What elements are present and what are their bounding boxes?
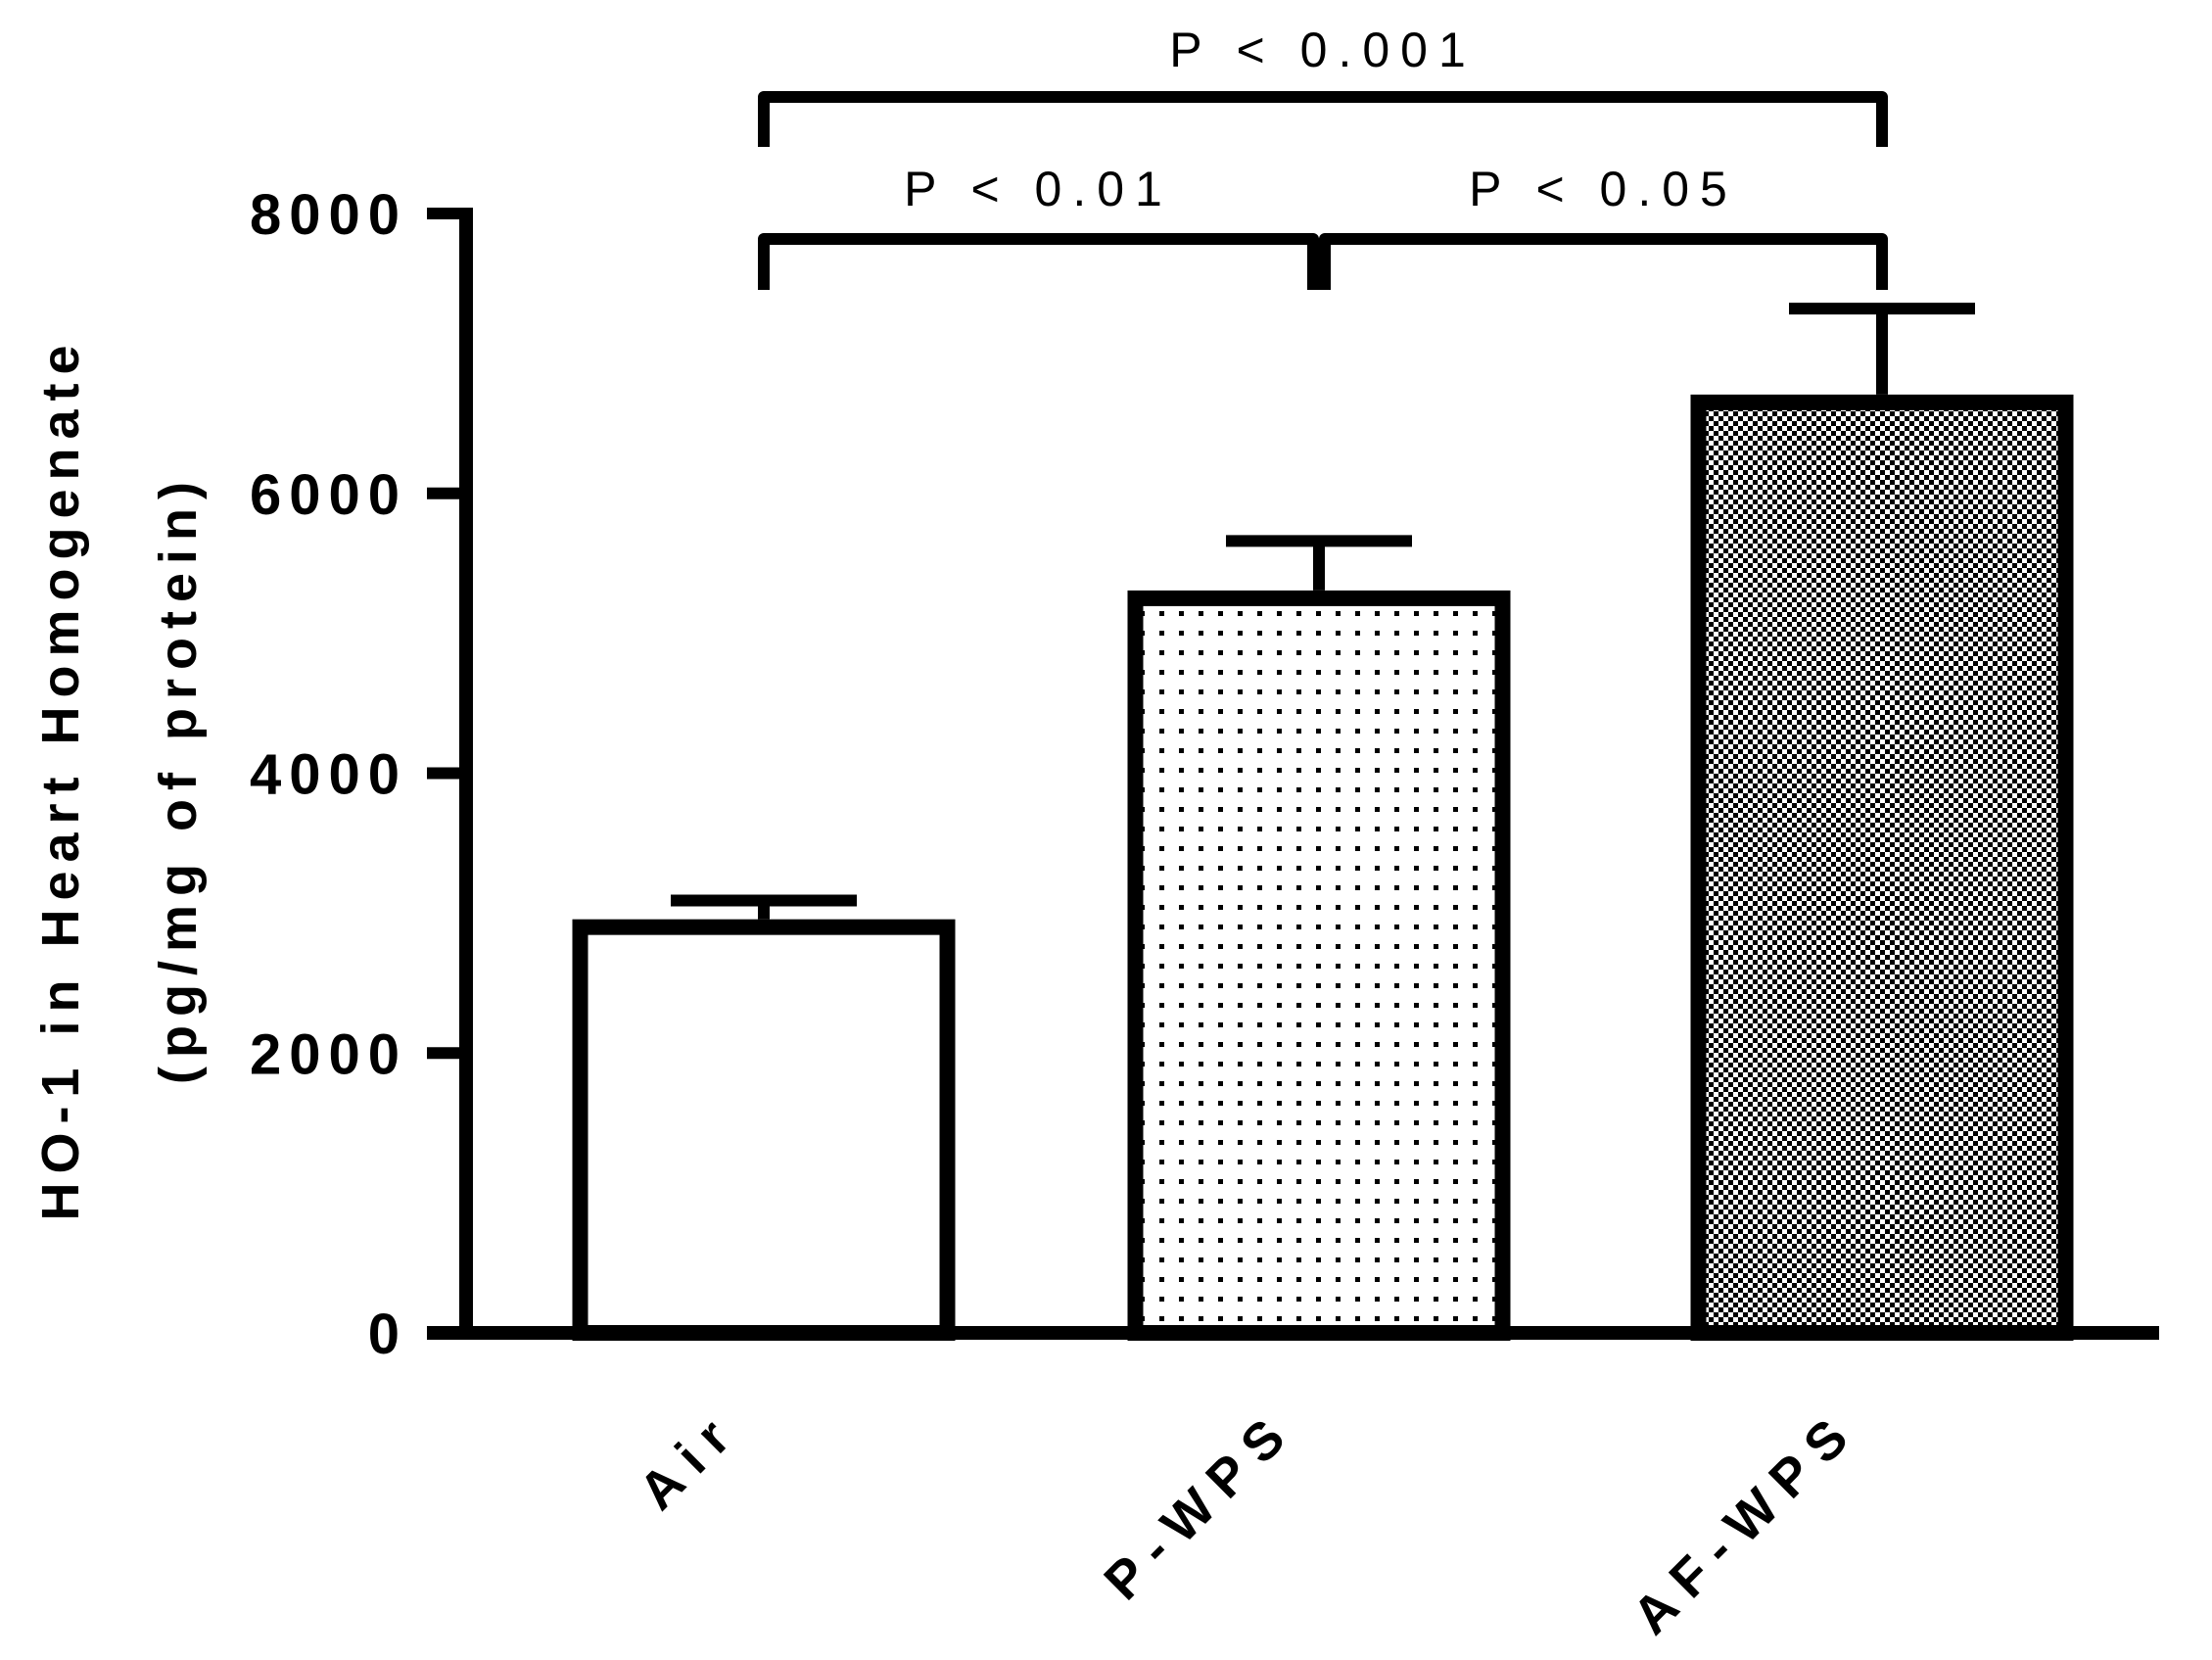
y-tick-label: 2000 [250, 1022, 407, 1086]
y-axis-title-line-1: HO-1 in Heart Homogenate [31, 336, 90, 1220]
bars [572, 394, 2074, 1342]
y-tick-label: 0 [368, 1303, 407, 1366]
bar-p-wps [1127, 590, 1511, 1341]
significance-bracket [758, 91, 1888, 147]
significance-bracket [1319, 233, 1888, 290]
bar-air [572, 919, 956, 1341]
x-tick-label-p-wps: P-WPS [1093, 1399, 1305, 1611]
significance-brackets: P < 0.01 P < 0.05 P < 0.001 [758, 23, 1888, 290]
x-tick-labels: Air P-WPS AF-WPS [628, 1399, 1868, 1645]
error-bars [671, 303, 1975, 920]
y-tick-label: 8000 [250, 183, 407, 247]
y-axis-title: HO-1 in Heart Homogenate (pg/mg of prote… [31, 336, 208, 1220]
y-tick-label: 4000 [250, 743, 407, 807]
y-axis-title-line-2: (pg/mg of protein) [149, 473, 208, 1084]
significance-bracket [758, 233, 1319, 290]
x-tick-label-af-wps: AF-WPS [1622, 1399, 1868, 1645]
significance-label: P < 0.05 [1469, 162, 1738, 216]
y-tick-label: 6000 [250, 463, 407, 527]
y-ticks: 0 2000 4000 6000 8000 [250, 183, 466, 1366]
significance-label: P < 0.001 [1169, 23, 1477, 77]
significance-label: P < 0.01 [904, 162, 1173, 216]
bar-af-wps [1690, 394, 2074, 1342]
x-tick-label-air: Air [628, 1399, 750, 1521]
